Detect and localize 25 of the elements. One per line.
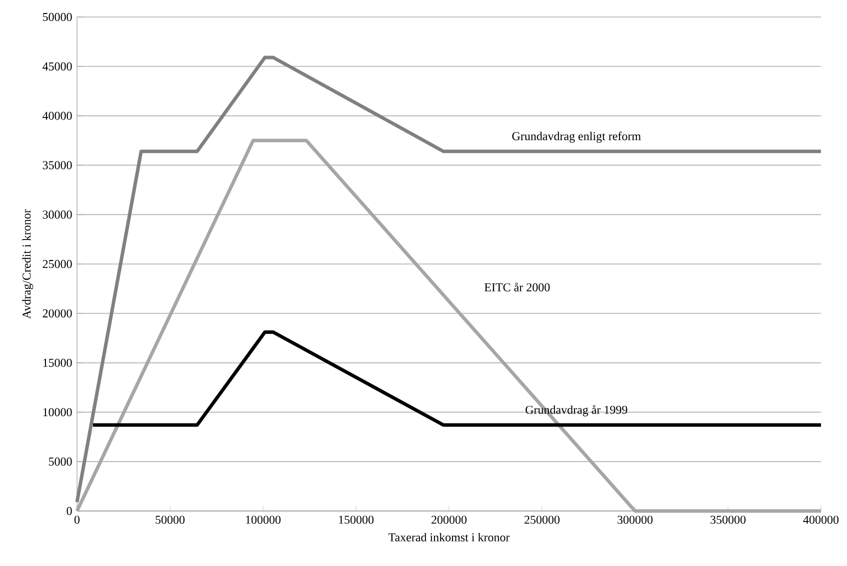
series-label: Grundavdrag enligt reform (512, 132, 641, 143)
y-axis-title: Avdrag/Credit i kronor (22, 209, 34, 319)
x-tick-label: 150000 (339, 516, 374, 524)
y-tick-label: 40000 (42, 112, 72, 120)
x-tick-label: 100000 (246, 516, 281, 524)
x-tick-label: 0 (74, 516, 80, 524)
x-tick-label: 350000 (710, 516, 746, 524)
text: EITC år 2000 (484, 282, 550, 292)
y-tick-label: 10000 (43, 408, 72, 416)
x-axis-title: Taxerad inkomst i kronor (388, 532, 510, 542)
y-tick-label: 5000 (48, 458, 72, 466)
y-tick-label: 30000 (42, 210, 72, 219)
y-tick-label: 25000 (42, 260, 72, 268)
x-tick-label: 200000 (432, 516, 467, 524)
x-tick-label: 50000 (156, 516, 185, 524)
y-tick-label: 20000 (42, 309, 72, 318)
x-tick-label: 250000 (524, 516, 560, 524)
y-tick-label: 35000 (42, 161, 72, 170)
x-tick-label: 400000 (803, 516, 839, 524)
x-tick-label: 300000 (618, 516, 653, 524)
series-label: Grundavdrag år 1999 (526, 405, 628, 416)
y-tick-label: 45000 (42, 62, 72, 70)
y-tick-label: 0 (66, 506, 72, 516)
y-tick-label: 15000 (43, 358, 72, 367)
y-tick-label: 50000 (42, 12, 72, 22)
